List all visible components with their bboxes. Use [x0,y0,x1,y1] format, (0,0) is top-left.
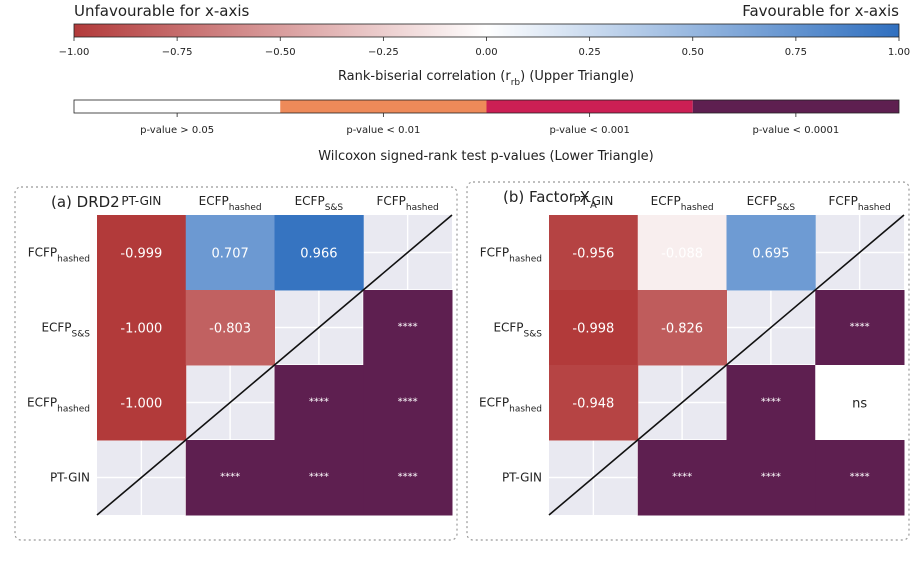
heatmap-cell [549,290,639,366]
column-label: ECFPhashed [199,194,262,213]
heatmap-cell [363,440,453,516]
rb-value-label: 0.966 [300,247,337,262]
rb-tick-group: −1.00 −0.75 −0.50 −0.25 0.00 0.25 0.50 0.75 1.00 [59,37,910,58]
heatmap-cell [637,290,727,366]
heatmap-cell [363,365,453,441]
row-label: ECFPS&S [41,321,90,340]
rb-tick-label: −0.75 [162,47,193,58]
favourable-label: Favourable for x-axis [742,2,899,20]
column-label: ECFPS&S [295,194,344,213]
heatmap-cell [726,215,816,291]
heatmap-cell [815,440,905,516]
heatmap-cell [726,440,816,516]
pvalue-label: **** [398,322,418,333]
row-label: ECFPS&S [493,321,542,340]
heatmap-cell [363,290,453,366]
heatmap-cell [185,290,275,366]
rb-colorbar: Unfavourable for x-axis Favourable for x… [59,2,910,88]
rb-value-label: -0.998 [572,322,614,337]
rb-value-label: -0.956 [572,247,614,262]
panel-title: (a) DRD2 [51,193,120,211]
row-label: PT-GIN [502,471,542,485]
heatmap-cell [97,365,187,441]
heatmap-cell [815,290,905,366]
diagonal-line [548,214,905,516]
rb-value-label: -0.999 [120,247,162,262]
pvalue-tick-label: p-value < 0.001 [549,125,629,136]
heatmap-cell [185,440,275,516]
rb-colorbar-title: Rank-biserial correlation (rrb) (Upper T… [338,69,634,88]
heatmap-cell [274,365,364,441]
pvalue-label: **** [309,397,329,408]
pvalue-bin [692,100,899,113]
column-label: PT-GIN [573,194,613,208]
pvalue-tick-label: p-value < 0.0001 [753,125,840,136]
pvalue-label: **** [850,322,870,333]
pvalue-bar-outline [73,99,900,114]
rb-gradient-bar [73,23,900,38]
row-label: ECFPhashed [27,396,90,415]
rb-tick-label: 0.25 [578,47,600,58]
row-label: PT-GIN [50,471,90,485]
pvalue-label: **** [398,397,418,408]
column-label: ECFPhashed [651,194,714,213]
rb-value-label: -0.088 [661,247,703,262]
heatmap-cell [549,365,639,441]
rb-value-label: -0.826 [661,322,703,337]
heatmap-cell [815,365,905,441]
pvalue-label: **** [672,472,692,483]
pvalue-colorbar-title: Wilcoxon signed-rank test p-values (Lowe… [318,149,654,164]
rb-tick-label: 0.75 [785,47,807,58]
heatmap-cell [549,215,639,291]
rb-tick-label: −0.50 [265,47,296,58]
diagonal-line [96,214,453,516]
pvalue-label: **** [761,472,781,483]
column-label: PT-GIN [121,194,161,208]
pvalue-bin [74,100,281,113]
rb-tick-label: 1.00 [888,47,910,58]
pvalue-tick-label: p-value < 0.01 [346,125,420,136]
rb-value-label: 0.707 [212,247,249,262]
row-label: FCFPhashed [28,246,90,265]
panel-drd2: (a) DRD2 -0.999 0.707 0.966 -1.000 -0.803 ****… [14,186,458,541]
heatmap-cell [637,440,727,516]
rb-tick-label: 0.00 [475,47,497,58]
row-label: FCFPhashed [480,246,542,265]
heatmap-cell [274,440,364,516]
heatmap-cell [637,215,727,291]
column-label: ECFPS&S [747,194,796,213]
column-label: FCFPhashed [376,194,438,213]
heatmap-cell [97,215,187,291]
rb-value-label: 0.695 [752,247,789,262]
panel-border [466,181,910,541]
column-label: FCFPhashed [828,194,890,213]
rb-value-label: -1.000 [120,397,162,412]
rb-tick-label: −1.00 [59,47,90,58]
panel-factor-xa: (b) Factor XA -0.956 -0.088 0.695 -0.998 -0.8… [466,181,910,541]
pvalue-label: ns [852,397,867,412]
panel-title: (b) Factor XA [503,188,597,211]
rb-tick-label: 0.50 [682,47,704,58]
pvalue-label: **** [398,472,418,483]
pvalue-label: **** [309,472,329,483]
pvalue-colorbar: p-value > 0.05 p-value < 0.01 p-value < 0.… [73,99,900,164]
row-label: ECFPhashed [479,396,542,415]
rb-value-label: -1.000 [120,322,162,337]
rb-tick-label: −0.25 [368,47,399,58]
heatmap-cell [274,215,364,291]
pvalue-label: **** [850,472,870,483]
heatmap-cell [97,290,187,366]
pvalue-label: **** [220,472,240,483]
pvalue-bin [486,100,693,113]
panel-border [14,186,458,541]
pvalue-tick-label: p-value > 0.05 [140,125,214,136]
pvalue-label: **** [761,397,781,408]
heatmap-cell [185,215,275,291]
unfavourable-label: Unfavourable for x-axis [74,2,249,20]
rb-value-label: -0.803 [209,322,251,337]
rb-value-label: -0.948 [572,397,614,412]
heatmap-cell [726,365,816,441]
pvalue-bin [280,100,487,113]
